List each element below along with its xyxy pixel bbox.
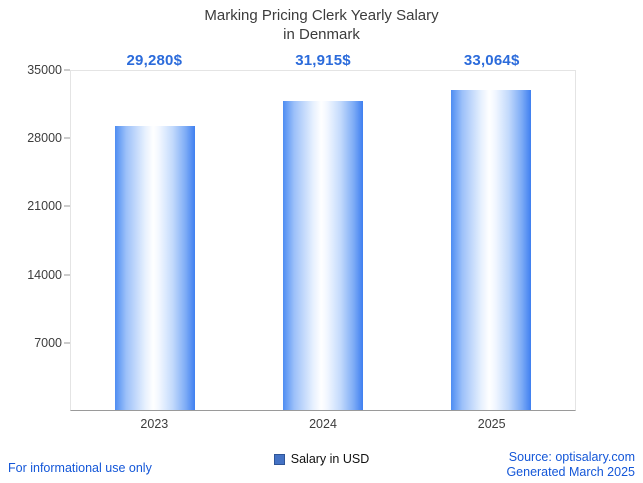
chart-title-line-1: Marking Pricing Clerk Yearly Salary [204, 7, 439, 24]
x-axis-label: 2024 [309, 417, 337, 431]
source-block: Source: optisalary.com Generated March 2… [506, 450, 635, 480]
bar-2025 [451, 89, 531, 410]
bar-2023 [115, 126, 195, 410]
bar-value-label: 29,280$ [126, 52, 183, 69]
y-axis-labels: 7000 14000 21000 28000 35000 [0, 63, 62, 411]
legend-label: Salary in USD [290, 452, 370, 466]
y-axis-ticks [64, 69, 70, 411]
bar-2024 [283, 100, 363, 410]
y-axis-tick [64, 137, 70, 139]
bar-column [71, 71, 239, 410]
y-axis-label: 28000 [27, 131, 62, 146]
chart-title: Marking Pricing Clerk Yearly Salary in D… [0, 6, 643, 44]
y-axis-label: 7000 [34, 335, 62, 350]
bar-column [239, 71, 407, 410]
legend: Salary in USD [0, 452, 643, 466]
legend-swatch-icon [273, 453, 285, 465]
x-axis-label: 2023 [140, 417, 169, 431]
bar-column [407, 71, 575, 410]
y-axis-tick [64, 69, 70, 71]
y-axis-label: 21000 [27, 199, 62, 214]
source-link[interactable]: Source: optisalary.com [508, 450, 635, 464]
y-axis-label: 14000 [27, 267, 62, 282]
plot-area [70, 70, 576, 411]
bar-value-label: 31,915$ [295, 52, 351, 69]
y-axis-label: 35000 [27, 63, 62, 77]
disclaimer-text: For informational use only [8, 461, 152, 475]
bar-value-label: 33,064$ [463, 52, 520, 69]
chart-title-line-2: in Denmark [283, 26, 360, 43]
y-axis-tick [64, 205, 70, 207]
generated-date: Generated March 2025 [506, 465, 635, 479]
y-axis-tick [64, 342, 70, 344]
bar-value-labels: 29,280$ 31,915$ 33,064$ [70, 52, 576, 74]
x-axis-label: 2025 [477, 417, 506, 431]
x-axis-labels: 2023 2024 2025 [70, 417, 576, 431]
y-axis-tick [64, 274, 70, 276]
